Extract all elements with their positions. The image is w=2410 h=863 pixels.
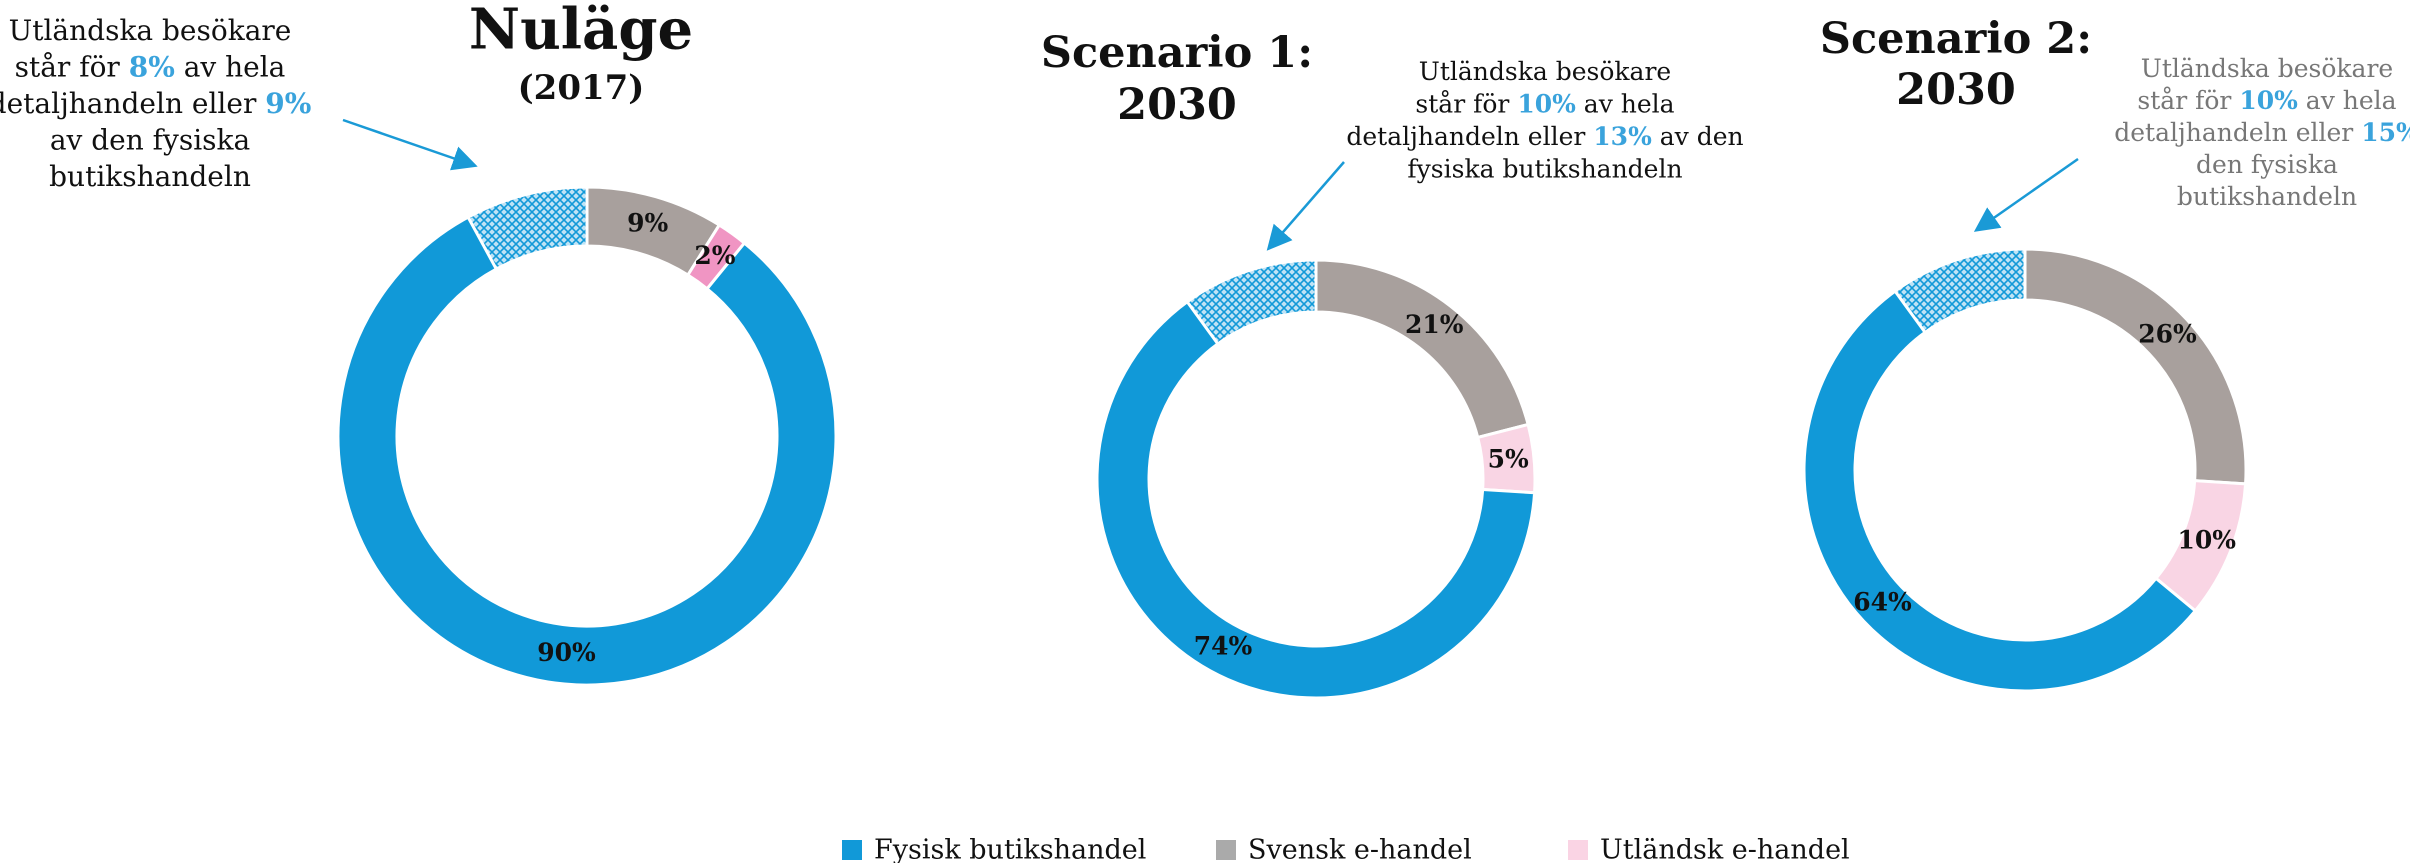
annotation-text: 9% xyxy=(265,87,311,120)
visitor-share-segment xyxy=(1893,247,2027,335)
annotation-text: detaljhandeln eller xyxy=(2114,118,2361,147)
arrow xyxy=(1266,161,1345,251)
annotation-line: detaljhandeln eller 13% av den xyxy=(1346,122,1743,151)
annotation-text: 10% xyxy=(1517,89,1576,118)
annotation-text: står för xyxy=(1415,89,1517,118)
annotation-line: fysiska butikshandeln xyxy=(1407,154,1682,183)
annotation-text: butikshandeln xyxy=(2177,182,2357,211)
value-label: 5% xyxy=(1488,444,1529,473)
annotation-text: den fysiska xyxy=(2196,150,2338,179)
annotation-text: står för xyxy=(15,50,129,83)
annotation-line: butikshandeln xyxy=(49,160,251,193)
annotation-line: av den fysiska xyxy=(50,123,250,156)
chart-title: Scenario 1: xyxy=(1041,28,1313,78)
value-label: 90% xyxy=(537,638,596,667)
annotation-text: av den xyxy=(1652,122,1744,151)
annotation-line: butikshandeln xyxy=(2177,182,2357,211)
annotation-line: står för 10% av hela xyxy=(2137,86,2396,115)
legend-swatch xyxy=(842,840,862,860)
annotation-text: detaljhandeln eller xyxy=(0,87,265,120)
annotation-text: butikshandeln xyxy=(49,160,251,193)
annotation-line: den fysiska xyxy=(2196,150,2338,179)
legend-swatch xyxy=(1216,840,1236,860)
legend-label: Utländsk e-handel xyxy=(1600,835,1850,863)
donut-segment xyxy=(1314,258,1530,440)
value-label: 10% xyxy=(2177,525,2236,554)
visitor-share-segment xyxy=(466,185,589,272)
chart-title: Nuläge xyxy=(469,0,693,63)
annotation-text: Utländska besökare xyxy=(2141,54,2393,83)
annotation-text: fysiska butikshandeln xyxy=(1407,154,1682,183)
donut-segment xyxy=(336,185,838,687)
value-label: 74% xyxy=(1194,632,1253,661)
annotation-text: 8% xyxy=(129,50,175,83)
donut-segment xyxy=(2023,247,2248,486)
legend-label: Svensk e-handel xyxy=(1248,835,1472,863)
value-label: 64% xyxy=(1853,587,1912,616)
annotation-text: av hela xyxy=(175,50,286,83)
chart-subtitle: (2017) xyxy=(518,68,645,108)
value-label: 2% xyxy=(694,241,735,270)
annotation-text: 13% xyxy=(1593,122,1652,151)
annotation-text: Utländska besökare xyxy=(1419,57,1671,86)
annotation-text: står för xyxy=(2137,86,2239,115)
value-label: 26% xyxy=(2138,320,2197,349)
chart-title: Scenario 2: xyxy=(1820,14,2092,64)
annotation-text: detaljhandeln eller xyxy=(1346,122,1593,151)
value-label: 9% xyxy=(627,209,668,238)
visitor-share-segment xyxy=(1185,258,1318,346)
annotation-line: står för 10% av hela xyxy=(1415,89,1674,118)
annotation-line: detaljhandeln eller 15% xyxy=(2114,118,2410,147)
annotation-line: står för 8% av hela xyxy=(15,50,286,83)
value-label: 21% xyxy=(1405,310,1464,339)
legend-label: Fysisk butikshandel xyxy=(874,835,1146,863)
annotation-line: detaljhandeln eller 9% xyxy=(0,87,311,120)
annotation-line: Utländska besökare xyxy=(1419,57,1671,86)
annotation-text: av hela xyxy=(1576,89,1675,118)
legend-swatch xyxy=(1568,840,1588,860)
annotation-text: av hela xyxy=(2298,86,2397,115)
chart-title: 2030 xyxy=(1117,80,1237,130)
chart-title: 2030 xyxy=(1896,65,2016,115)
arrow xyxy=(342,118,478,171)
annotation-line: Utländska besökare xyxy=(2141,54,2393,83)
annotation-text: av den fysiska xyxy=(50,123,250,156)
annotation-text: 10% xyxy=(2239,86,2298,115)
annotation-text: Utländska besökare xyxy=(9,14,292,47)
arrow xyxy=(1973,157,2079,232)
annotation-text: 15% xyxy=(2361,118,2410,147)
annotation-line: Utländska besökare xyxy=(9,14,292,47)
